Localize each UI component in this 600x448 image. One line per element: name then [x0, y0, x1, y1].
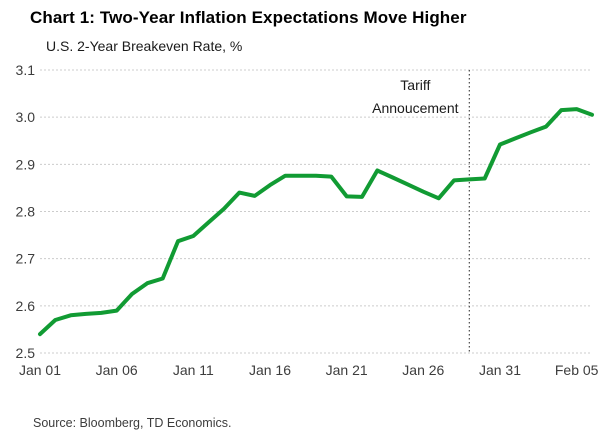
tariff-announcement-label: Tariff — [400, 77, 430, 93]
y-tick-label: 3.0 — [16, 109, 36, 125]
y-tick-label: 2.8 — [16, 204, 36, 220]
tariff-announcement-label: Annoucement — [372, 100, 459, 116]
y-tick-label: 2.5 — [16, 345, 36, 361]
x-tick-label: Jan 01 — [19, 362, 61, 378]
x-tick-label: Jan 16 — [249, 362, 291, 378]
x-tick-label: Feb 05 — [555, 362, 599, 378]
source-note: Source: Bloomberg, TD Economics. — [33, 416, 232, 430]
y-tick-label: 3.1 — [16, 62, 36, 78]
chart-title: Chart 1: Two-Year Inflation Expectations… — [30, 8, 467, 27]
chart-subtitle: U.S. 2-Year Breakeven Rate, % — [46, 38, 243, 54]
y-tick-label: 2.9 — [16, 156, 36, 172]
breakeven-rate-series-line — [38, 107, 594, 337]
x-tick-label: Jan 06 — [96, 362, 138, 378]
x-tick-label: Jan 21 — [326, 362, 368, 378]
x-tick-label: Jan 11 — [173, 362, 214, 378]
x-tick-label: Jan 26 — [402, 362, 444, 378]
y-tick-label: 2.7 — [16, 251, 36, 267]
y-tick-label: 2.6 — [16, 298, 36, 314]
x-tick-label: Jan 31 — [479, 362, 521, 378]
